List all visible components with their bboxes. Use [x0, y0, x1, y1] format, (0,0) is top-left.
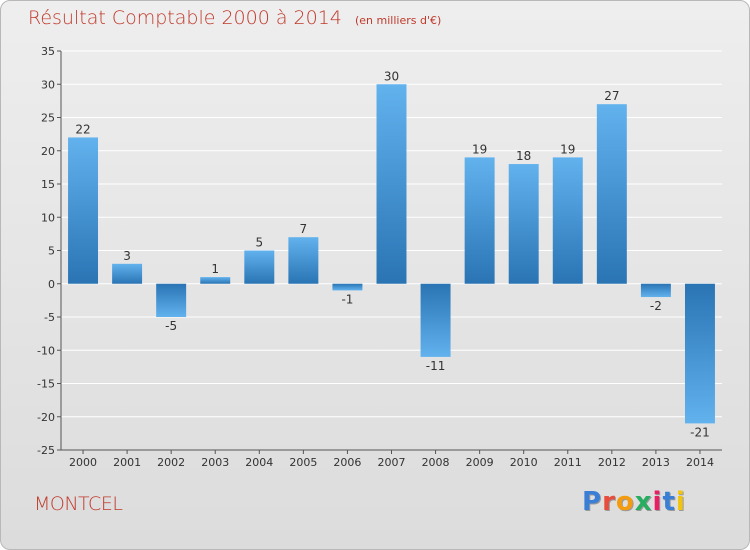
data-label: 19	[472, 142, 487, 156]
x-tick-label: 2004	[245, 456, 273, 469]
y-tick-label: -20	[37, 411, 55, 424]
y-tick-label: 5	[48, 245, 55, 258]
data-label: 5	[255, 236, 263, 250]
bar	[420, 283, 451, 357]
data-label: -21	[690, 425, 710, 439]
y-tick-label: -25	[37, 444, 55, 457]
x-tick-label: 2014	[686, 456, 714, 469]
bar	[552, 157, 583, 284]
x-tick-label: 2011	[554, 456, 582, 469]
y-tick-label: 10	[41, 211, 55, 224]
data-label: -11	[426, 359, 446, 373]
data-label: 27	[604, 89, 619, 103]
bar	[112, 263, 143, 284]
bar	[464, 157, 495, 284]
x-tick-label: 2012	[598, 456, 626, 469]
data-label: 3	[123, 249, 131, 263]
bar	[156, 283, 187, 317]
logo-letter: r	[602, 487, 616, 517]
logo-letter: i	[675, 487, 686, 517]
bar	[684, 283, 715, 424]
logo-letter: o	[615, 487, 635, 517]
bar	[376, 84, 407, 284]
x-tick-label: 2005	[289, 456, 317, 469]
data-label: 30	[384, 69, 399, 83]
proxiti-logo: Proxiti	[582, 487, 686, 517]
x-tick-label: 2008	[422, 456, 450, 469]
bar	[244, 250, 275, 284]
bar	[596, 104, 627, 284]
y-tick-label: 35	[41, 45, 55, 58]
y-tick-label: -10	[37, 344, 55, 357]
x-tick-label: 2013	[642, 456, 670, 469]
y-tick-label: 15	[41, 178, 55, 191]
y-tick-label: -15	[37, 378, 55, 391]
location-label: MONTCEL	[34, 493, 123, 515]
bar	[288, 237, 319, 284]
bar	[200, 277, 231, 284]
y-tick-label: 0	[48, 278, 55, 291]
data-label: -5	[165, 319, 177, 333]
data-label: -2	[650, 299, 662, 313]
bar	[640, 283, 671, 298]
data-label: -1	[341, 292, 353, 306]
x-tick-label: 2007	[378, 456, 406, 469]
data-label: 19	[560, 142, 575, 156]
x-tick-label: 2010	[510, 456, 538, 469]
x-tick-label: 2006	[333, 456, 361, 469]
chart-title-unit: (en milliers d'€)	[354, 14, 442, 27]
logo-letter: i	[652, 487, 663, 517]
bar	[68, 137, 99, 284]
data-label: 1	[211, 262, 219, 276]
x-tick-label: 2000	[69, 456, 97, 469]
logo-letter: P	[582, 487, 603, 517]
data-label: 7	[300, 222, 308, 236]
x-tick-label: 2003	[201, 456, 229, 469]
logo-letter: t	[662, 487, 676, 517]
x-tick-label: 2009	[466, 456, 494, 469]
data-label: 18	[516, 149, 531, 163]
bar	[332, 283, 363, 291]
bar	[508, 164, 539, 284]
logo-letter: x	[634, 487, 653, 517]
chart-title-main: Résultat Comptable 2000 à 2014	[28, 7, 342, 29]
y-tick-label: -5	[44, 311, 55, 324]
x-tick-label: 2002	[157, 456, 185, 469]
x-tick-label: 2001	[113, 456, 141, 469]
chart-title: Résultat Comptable 2000 à 2014 (en milli…	[28, 7, 441, 29]
y-tick-label: 30	[41, 78, 55, 91]
y-tick-label: 20	[41, 145, 55, 158]
data-label: 22	[75, 122, 90, 136]
y-tick-label: 25	[41, 112, 55, 125]
